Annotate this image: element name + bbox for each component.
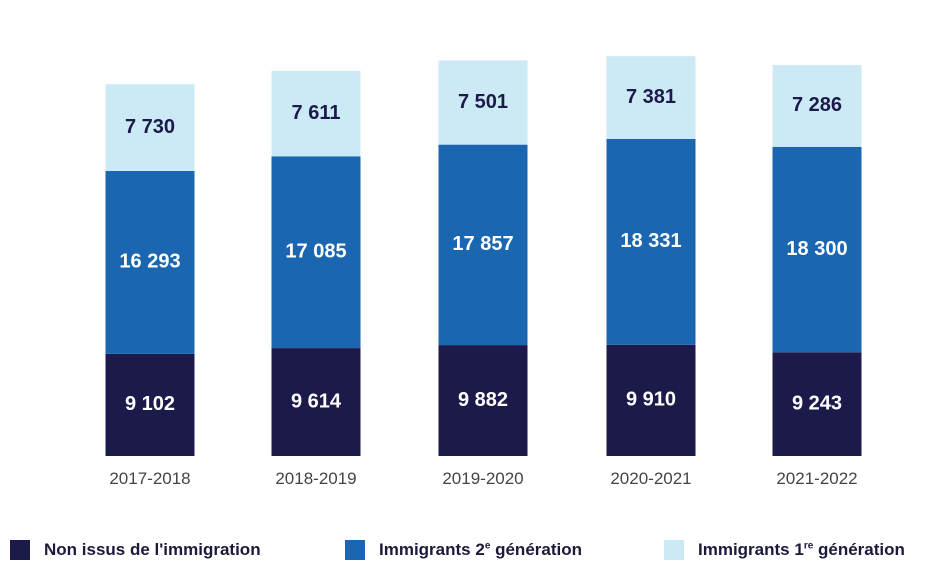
bar-segment-first-generation-2021-2022 — [772, 65, 862, 147]
bar-segment-first-generation-2020-2021 — [606, 56, 696, 139]
x-tick-label-2019-2020: 2019-2020 — [442, 469, 523, 488]
data-label-second-generation-2018-2019: 17 085 — [285, 240, 346, 262]
data-label-first-generation-2019-2020: 7 501 — [458, 91, 508, 113]
data-label-second-generation-2019-2020: 17 857 — [452, 233, 513, 255]
data-label-non-immigrant-2018-2019: 9 614 — [291, 390, 342, 412]
x-tick-label-2020-2021: 2020-2021 — [610, 469, 691, 488]
bar-segment-first-generation-2019-2020 — [438, 60, 528, 145]
legend-item-second-generation: Immigrants 2e génération — [345, 540, 582, 560]
bar-segment-first-generation-2017-2018 — [105, 84, 195, 171]
legend: Non issus de l'immigration Immigrants 2e… — [0, 540, 930, 564]
x-tick-label-2017-2018: 2017-2018 — [109, 469, 190, 488]
data-label-second-generation-2020-2021: 18 331 — [620, 230, 681, 252]
data-label-non-immigrant-2017-2018: 9 102 — [125, 393, 175, 415]
bar-segment-second-generation-2017-2018 — [105, 170, 195, 354]
stacked-bar-chart: 9 102 16 293 7 730 9 614 17 085 7 611 9 882 17 … — [105, 56, 862, 488]
data-label-non-immigrant-2021-2022: 9 243 — [792, 392, 842, 414]
x-tick-label-2021-2022: 2021-2022 — [776, 469, 857, 488]
bar-segment-non-immigrant-2021-2022 — [772, 352, 862, 456]
bar-segment-non-immigrant-2019-2020 — [438, 345, 528, 456]
data-labels-group: 9 102 16 293 7 730 9 614 17 085 7 611 9 882 17 … — [119, 86, 847, 415]
legend-label-second-generation: Immigrants 2e génération — [379, 540, 582, 559]
legend-label-non-immigrant: Non issus de l'immigration — [44, 540, 261, 559]
legend-swatch-non-immigrant — [10, 540, 30, 560]
bar-segment-non-immigrant-2020-2021 — [606, 344, 696, 456]
data-label-first-generation-2017-2018: 7 730 — [125, 116, 175, 138]
bar-segment-non-immigrant-2018-2019 — [271, 348, 361, 456]
data-label-non-immigrant-2019-2020: 9 882 — [458, 389, 508, 411]
bar-segment-non-immigrant-2017-2018 — [105, 353, 195, 456]
data-label-first-generation-2018-2019: 7 611 — [292, 102, 341, 124]
bar-segment-second-generation-2020-2021 — [606, 138, 696, 345]
legend-label-first-generation: Immigrants 1re génération — [698, 540, 905, 559]
data-label-second-generation-2017-2018: 16 293 — [119, 251, 180, 273]
bar-segment-first-generation-2018-2019 — [271, 70, 361, 157]
bars-group — [105, 56, 862, 456]
legend-item-non-immigrant: Non issus de l'immigration — [10, 540, 261, 560]
legend-item-first-generation: Immigrants 1re génération — [664, 540, 905, 560]
data-label-first-generation-2020-2021: 7 381 — [626, 86, 676, 108]
bar-segment-second-generation-2019-2020 — [438, 144, 528, 346]
bar-segment-second-generation-2021-2022 — [772, 146, 862, 353]
bar-segment-second-generation-2018-2019 — [271, 156, 361, 349]
data-label-first-generation-2021-2022: 7 286 — [792, 94, 842, 116]
legend-swatch-first-generation — [664, 540, 684, 560]
x-tick-label-2018-2019: 2018-2019 — [275, 469, 356, 488]
x-axis-labels: 2017-2018 2018-2019 2019-2020 2020-2021 2021… — [109, 469, 857, 488]
legend-swatch-second-generation — [345, 540, 365, 560]
data-label-non-immigrant-2020-2021: 9 910 — [626, 389, 676, 411]
data-label-second-generation-2021-2022: 18 300 — [786, 238, 847, 260]
